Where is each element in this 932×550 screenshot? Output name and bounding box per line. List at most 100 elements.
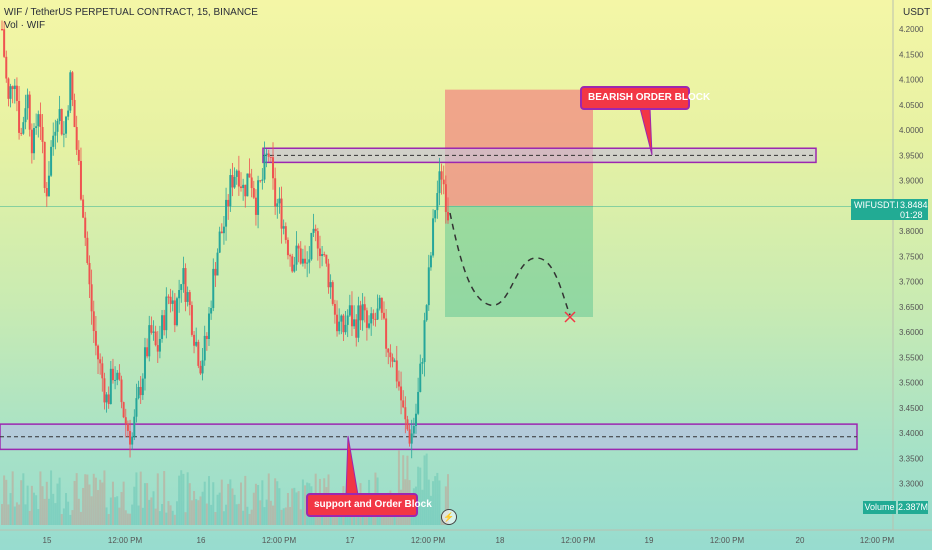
candle-body	[359, 305, 362, 321]
volume-bar	[434, 476, 437, 525]
candle-body	[235, 170, 238, 177]
volume-bar	[278, 488, 281, 525]
candle-body	[62, 133, 65, 135]
volume-bar	[427, 479, 430, 525]
candle-body	[129, 430, 132, 445]
y-tick-label: 3.4500	[899, 404, 924, 413]
candle-body	[193, 334, 196, 346]
volume-bar	[233, 494, 236, 525]
volume-bar	[421, 489, 424, 525]
volume-bar	[169, 505, 172, 525]
candle-body	[293, 264, 296, 272]
candle-body	[182, 268, 185, 285]
candle-body	[408, 429, 411, 444]
volume-bar	[240, 482, 243, 525]
candle-body	[421, 362, 424, 364]
volume-bar	[77, 498, 80, 525]
candle-body	[291, 256, 294, 272]
candle-body	[9, 86, 12, 99]
volume-bar	[73, 480, 76, 525]
candle-body	[30, 129, 33, 154]
candle-body	[312, 228, 315, 233]
candle-body	[143, 347, 146, 379]
candle-body	[363, 304, 366, 311]
candle-body	[444, 184, 447, 212]
volume-bar	[218, 492, 221, 525]
candle-body	[286, 239, 289, 256]
volume-bar	[65, 493, 68, 525]
volume-bar	[321, 510, 324, 525]
candle-body	[60, 109, 63, 135]
symbol-price-badge: WIFUSDT.P	[851, 199, 903, 220]
y-tick-label: 3.6500	[899, 303, 924, 312]
y-tick-label: 3.3000	[899, 480, 924, 489]
volume-bar	[154, 508, 157, 525]
volume-bar	[171, 510, 174, 525]
x-tick-label: 12:00 PM	[710, 536, 745, 545]
candle-body	[54, 131, 57, 136]
volume-bar	[124, 510, 127, 525]
volume-bar	[163, 471, 166, 525]
y-tick-label: 3.7500	[899, 252, 924, 261]
candle-body	[33, 128, 36, 154]
candle-body	[5, 56, 8, 79]
candle-body	[355, 319, 358, 338]
volume-bar	[216, 494, 219, 525]
candle-body	[201, 360, 204, 374]
candle-body	[116, 372, 119, 380]
candle-body	[169, 296, 172, 304]
volume-bar	[7, 504, 10, 525]
candle-body	[207, 313, 210, 339]
candle-body	[259, 180, 262, 182]
candle-body	[434, 210, 437, 219]
candle-body	[389, 352, 392, 358]
candle-body	[79, 160, 82, 200]
volume-bar	[417, 466, 420, 525]
candle-body	[24, 108, 27, 123]
volume-bar	[84, 474, 87, 525]
candle-body	[105, 394, 108, 403]
volume-bar	[261, 480, 264, 525]
volume-bar	[146, 483, 149, 525]
volume-bar	[340, 511, 343, 525]
volume-bar	[267, 473, 270, 525]
candle-body	[306, 262, 309, 264]
volume-bar	[274, 478, 277, 525]
candle-body	[329, 282, 332, 288]
volume-bar	[284, 507, 287, 525]
candle-body	[210, 308, 213, 314]
candle-body	[65, 116, 68, 134]
support-order-block-callout[interactable]: support and Order Block	[306, 493, 432, 517]
volume-bar	[444, 486, 447, 525]
volume-bar	[5, 479, 8, 525]
volume-bar	[75, 473, 78, 525]
candle-body	[56, 120, 59, 132]
candle-body	[295, 245, 298, 265]
candle-body	[423, 320, 426, 363]
candle-body	[361, 304, 364, 321]
bearish-order-block-callout[interactable]: BEARISH ORDER BLOCK	[580, 86, 710, 110]
candle-body	[190, 305, 193, 335]
volume-bar	[141, 507, 144, 525]
lightning-icon[interactable]: ⚡	[441, 509, 457, 525]
candle-body	[376, 308, 379, 320]
candle-body	[447, 211, 449, 221]
volume-bar	[180, 470, 183, 525]
volume-bar	[248, 513, 251, 525]
candle-body	[18, 100, 21, 133]
volume-bar	[297, 491, 300, 525]
volume-bar	[165, 512, 168, 525]
volume-indicator-title: Vol · WIF	[4, 20, 46, 31]
volume-bar	[35, 495, 38, 525]
candle-body	[133, 416, 136, 437]
candle-body	[410, 433, 413, 444]
volume-bar	[276, 481, 279, 525]
volume-bar	[56, 483, 59, 525]
candle-body	[346, 315, 349, 325]
candle-body	[340, 315, 343, 322]
volume-bar	[152, 491, 155, 525]
x-tick-label: 12:00 PM	[262, 536, 297, 545]
volume-bar	[45, 481, 48, 525]
volume-bar	[263, 507, 266, 525]
